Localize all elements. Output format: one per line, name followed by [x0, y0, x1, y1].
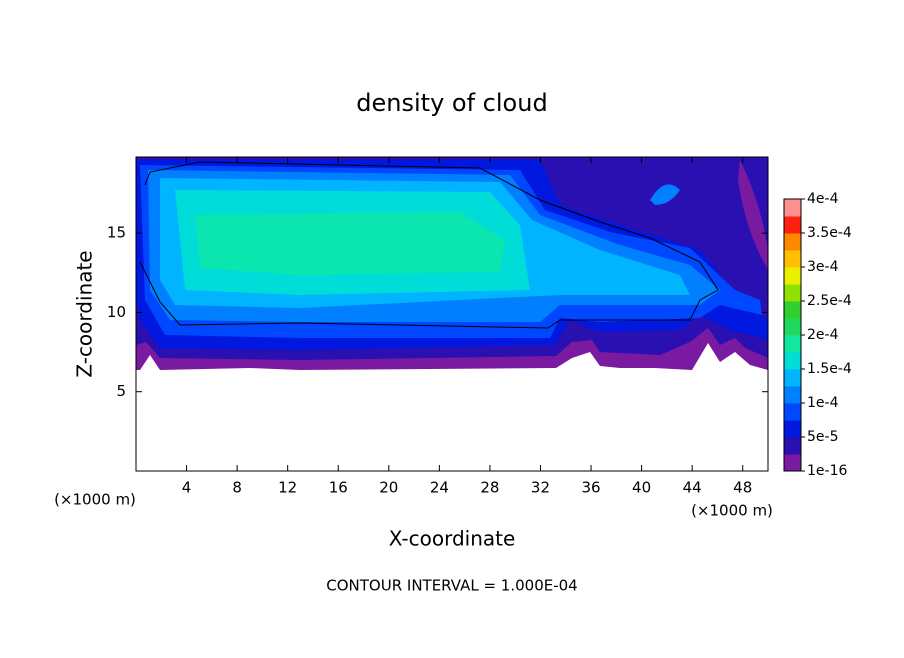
- colorbar-band: [784, 284, 801, 302]
- plot-frame: [135, 156, 769, 472]
- x-unit: (×1000 m): [691, 502, 773, 520]
- colorbar-tick-label: 5e-5: [807, 429, 838, 445]
- colorbar-tick-label: 3.5e-4: [807, 225, 852, 241]
- x-tick-label: 16: [329, 479, 348, 497]
- x-tick-label: 4: [182, 479, 192, 497]
- x-tick-label: 28: [480, 479, 499, 497]
- colorbar-band: [784, 403, 801, 421]
- y-tick-label: 15: [107, 224, 126, 242]
- x-unit: (×1000 m): [54, 491, 136, 509]
- colorbar-tick-label: 3e-4: [807, 259, 839, 275]
- y-tick-label: 5: [116, 382, 126, 400]
- x-tick-label: 32: [531, 479, 550, 497]
- colorbar-tick-label: 2.5e-4: [807, 293, 852, 309]
- chart-title: density of cloud: [356, 89, 547, 117]
- band: [560, 157, 768, 260]
- colorbar-band: [784, 216, 801, 234]
- x-tick-label: 44: [683, 479, 702, 497]
- x-tick-label: 20: [379, 479, 398, 497]
- band: [195, 212, 505, 275]
- x-tick-label: 8: [232, 479, 242, 497]
- band: [738, 160, 768, 270]
- colorbar-band: [784, 437, 801, 455]
- x-axis-title: X-coordinate: [389, 527, 516, 551]
- colorbar-tick-label: 4e-4: [807, 191, 839, 207]
- contour-line: [139, 161, 719, 329]
- y-axis-title: Z-coordinate: [73, 250, 97, 377]
- colorbar-tick-label: 1.5e-4: [807, 361, 852, 377]
- colorbar-tick-label: 1e-4: [807, 395, 839, 411]
- colorbar-band: [784, 267, 801, 285]
- y-tick-label: 10: [107, 303, 126, 321]
- x-tick-label: 36: [581, 479, 600, 497]
- footer-note: CONTOUR INTERVAL = 1.000E-04: [326, 577, 577, 595]
- colorbar-band: [784, 233, 801, 251]
- x-tick-label: 40: [632, 479, 651, 497]
- colorbar-band: [784, 454, 801, 472]
- x-tick-label: 48: [733, 479, 752, 497]
- colorbar-band: [784, 420, 801, 438]
- colorbar-band: [784, 352, 801, 370]
- contour-field: [136, 157, 768, 370]
- colorbar-band: [784, 369, 801, 387]
- colorbar-band: [784, 301, 801, 319]
- x-tick-label: 24: [430, 479, 449, 497]
- colorbar-band: [784, 318, 801, 336]
- colorbar-band: [784, 335, 801, 353]
- x-tick-label: 12: [278, 479, 297, 497]
- band: [650, 184, 680, 205]
- colorbar-tick-label: 1e-16: [807, 463, 847, 479]
- colorbar-band: [784, 199, 801, 217]
- colorbar-tick-label: 2e-4: [807, 327, 839, 343]
- colorbar-band: [784, 250, 801, 268]
- colorbar-band: [784, 386, 801, 404]
